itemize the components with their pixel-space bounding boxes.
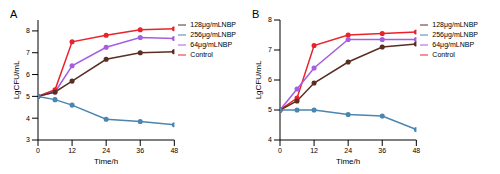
svg-text:3: 3 (26, 136, 30, 143)
html-text:128μg/mLNBP: 128μg/mLNBP (190, 21, 236, 28)
svg-text:5: 5 (26, 93, 30, 100)
html-text:128μg/mLNBP: 128μg/mLNBP (432, 21, 478, 28)
svg-text:Time/h: Time/h (94, 157, 118, 166)
html-text:Control: Control (190, 51, 213, 58)
svg-text:LgCFU/mL: LgCFU/mL (12, 60, 21, 99)
svg-text:0: 0 (278, 147, 282, 154)
svg-text:LgCFU/mL: LgCFU/mL (254, 60, 263, 99)
svg-text:8: 8 (26, 27, 30, 34)
html-text:Control: Control (432, 51, 455, 58)
svg-text:12: 12 (310, 147, 318, 154)
svg-text:Time/h: Time/h (336, 157, 360, 166)
svg-text:6: 6 (268, 76, 272, 83)
svg-text:5: 5 (268, 106, 272, 113)
html-text:A: A (10, 8, 18, 20)
svg-text:0: 0 (36, 147, 40, 154)
svg-text:24: 24 (102, 147, 110, 154)
svg-text:36: 36 (136, 147, 144, 154)
svg-text:8: 8 (268, 16, 272, 23)
svg-text:7: 7 (268, 46, 272, 53)
svg-text:36: 36 (378, 147, 386, 154)
svg-text:4: 4 (26, 115, 30, 122)
svg-text:7: 7 (26, 49, 30, 56)
svg-text:6: 6 (26, 71, 30, 78)
html-text:256μg/mLNBP: 256μg/mLNBP (190, 31, 236, 38)
svg-text:24: 24 (344, 147, 352, 154)
html-text:B: B (252, 8, 260, 20)
html-text:256μg/mLNBP: 256μg/mLNBP (432, 31, 478, 38)
svg-text:48: 48 (412, 147, 420, 154)
svg-text:12: 12 (68, 147, 76, 154)
html-text:64μg/mLNBP: 64μg/mLNBP (190, 41, 233, 48)
svg-text:48: 48 (170, 147, 178, 154)
html-text:64μg/mLNBP: 64μg/mLNBP (432, 41, 475, 48)
svg-text:4: 4 (268, 136, 272, 143)
